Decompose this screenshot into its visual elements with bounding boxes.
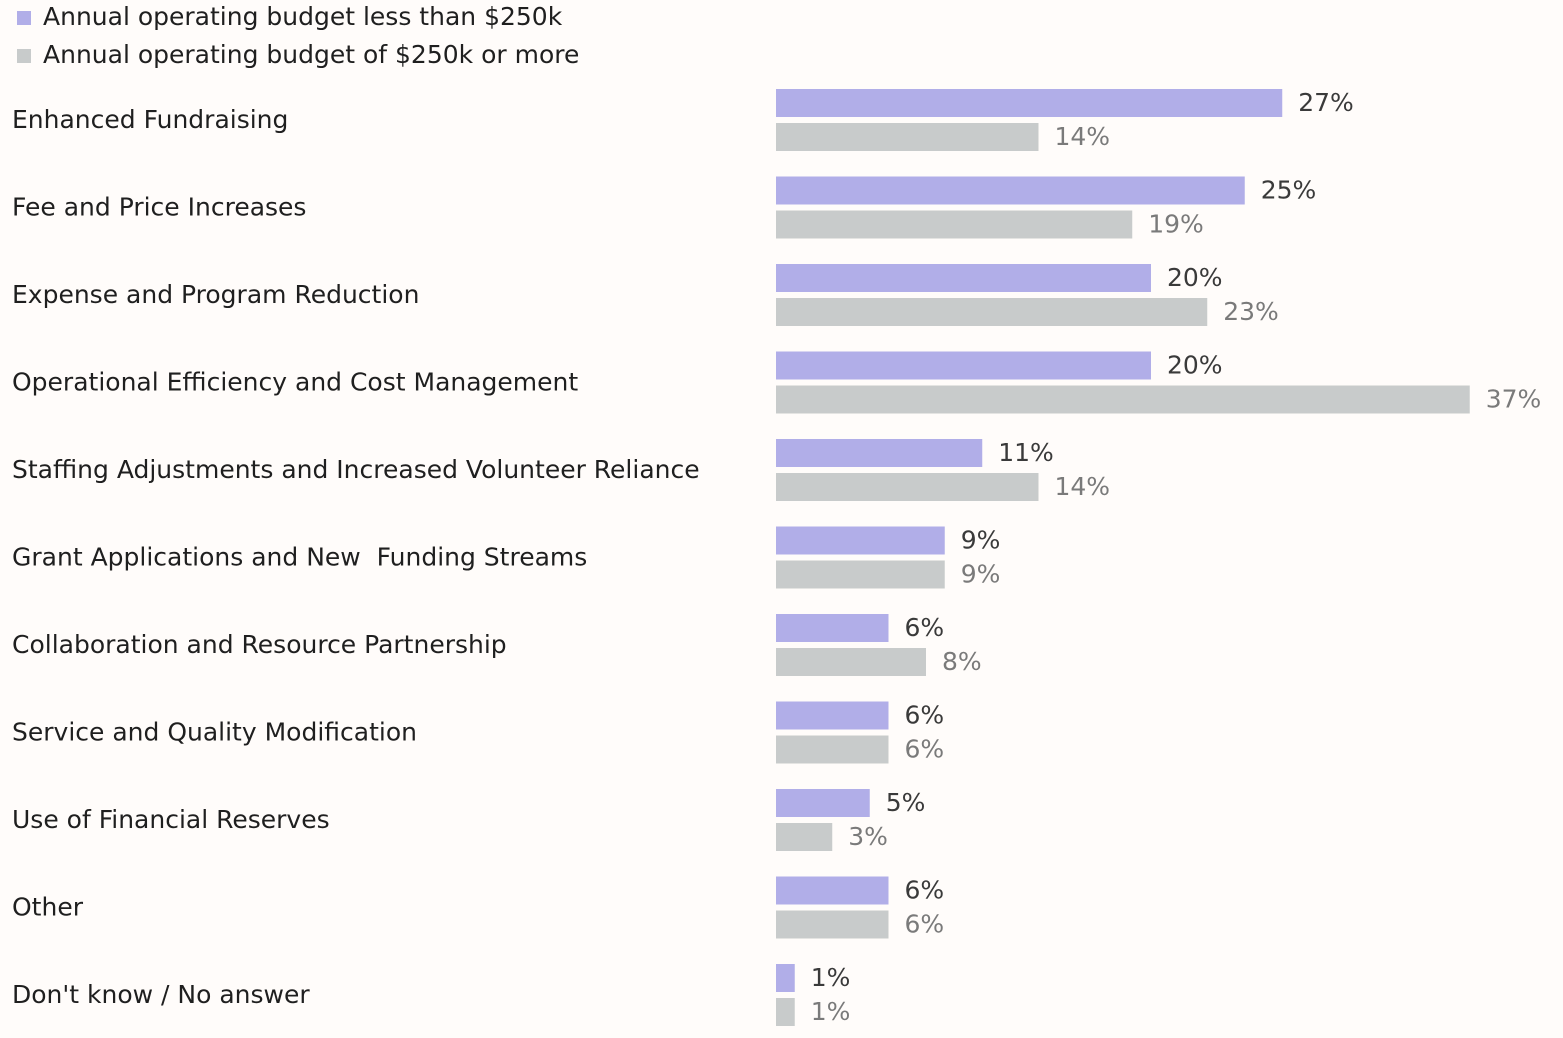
value-label: 9% — [961, 526, 1001, 555]
bar — [776, 701, 889, 730]
bar — [776, 823, 833, 851]
bar — [776, 298, 1208, 326]
category-label: Use of Financial Reserves — [12, 805, 330, 834]
category-label: Collaboration and Resource Partnership — [12, 630, 507, 659]
value-label: 1% — [811, 963, 851, 992]
bar — [776, 560, 945, 589]
bar — [776, 910, 889, 939]
category-label: Enhanced Fundraising — [12, 105, 288, 134]
legend-swatch — [17, 49, 31, 63]
value-label: 5% — [886, 788, 926, 817]
value-label: 20% — [1167, 351, 1223, 380]
category-label: Service and Quality Modification — [12, 718, 417, 747]
category-label: Operational Efficiency and Cost Manageme… — [12, 368, 578, 397]
value-label: 37% — [1486, 385, 1542, 414]
value-label: 6% — [905, 613, 945, 642]
bar — [776, 964, 795, 992]
category-label: Grant Applications and New Funding Strea… — [12, 543, 587, 572]
bar — [776, 614, 889, 642]
value-label: 9% — [961, 560, 1001, 589]
bar — [776, 998, 795, 1026]
bar — [776, 439, 983, 467]
value-label: 6% — [905, 735, 945, 764]
bar — [776, 526, 945, 555]
value-label: 20% — [1167, 263, 1223, 292]
value-label: 6% — [905, 876, 945, 905]
value-label: 14% — [1055, 472, 1111, 501]
category-label: Other — [12, 893, 84, 922]
bar — [776, 176, 1245, 205]
bar — [776, 385, 1470, 414]
bar — [776, 210, 1133, 239]
bar — [776, 89, 1283, 117]
value-label: 6% — [905, 910, 945, 939]
category-label: Fee and Price Increases — [12, 193, 306, 222]
value-label: 1% — [811, 997, 851, 1026]
bar — [776, 789, 870, 817]
bar — [776, 264, 1151, 292]
category-label: Staffing Adjustments and Increased Volun… — [12, 455, 700, 484]
bar — [776, 351, 1151, 380]
value-label: 3% — [848, 822, 888, 851]
value-label: 19% — [1148, 210, 1204, 239]
bar — [776, 735, 889, 764]
legend-label: Annual operating budget of $250k or more — [43, 40, 579, 69]
value-label: 14% — [1055, 122, 1111, 151]
value-label: 8% — [942, 647, 982, 676]
category-label: Don't know / No answer — [12, 980, 310, 1009]
bar — [776, 123, 1039, 151]
bar — [776, 473, 1039, 501]
value-label: 27% — [1298, 88, 1354, 117]
legend-swatch — [17, 11, 31, 25]
value-label: 23% — [1223, 297, 1279, 326]
category-label: Expense and Program Reduction — [12, 280, 419, 309]
value-label: 6% — [905, 701, 945, 730]
value-label: 11% — [998, 438, 1054, 467]
legend-label: Annual operating budget less than $250k — [43, 2, 563, 31]
value-label: 25% — [1261, 176, 1317, 205]
bar — [776, 648, 926, 676]
bar — [776, 876, 889, 905]
